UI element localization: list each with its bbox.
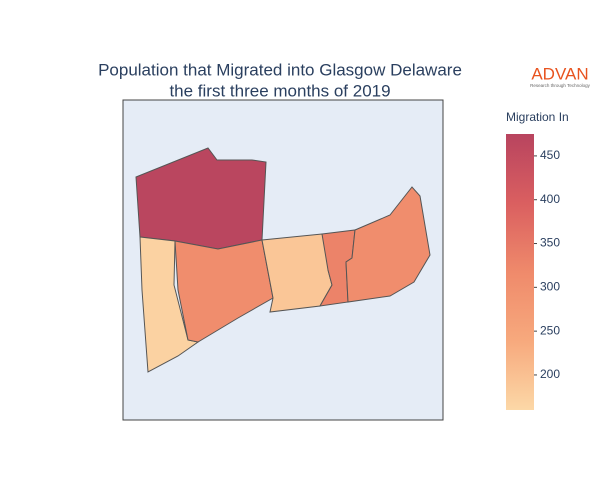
colorbar-tick-label: 300 bbox=[540, 280, 560, 294]
logo: ADVAN bbox=[531, 64, 588, 83]
colorbar-title: Migration In bbox=[506, 110, 569, 124]
title-line: Population that Migrated into Glasgow De… bbox=[98, 60, 462, 79]
region bbox=[174, 239, 274, 343]
colorbar-tick-label: 350 bbox=[540, 236, 560, 250]
region bbox=[345, 186, 431, 303]
colorbar bbox=[506, 134, 534, 410]
region bbox=[261, 233, 333, 313]
colorbar-tick-label: 250 bbox=[540, 323, 560, 337]
colorbar-tick-label: 200 bbox=[540, 367, 560, 381]
colorbar-tick-label: 450 bbox=[540, 148, 560, 162]
title-line: the first three months of 2019 bbox=[169, 81, 390, 100]
logo-tagline: Research through Technology bbox=[530, 83, 590, 88]
colorbar-tick-label: 400 bbox=[540, 192, 560, 206]
